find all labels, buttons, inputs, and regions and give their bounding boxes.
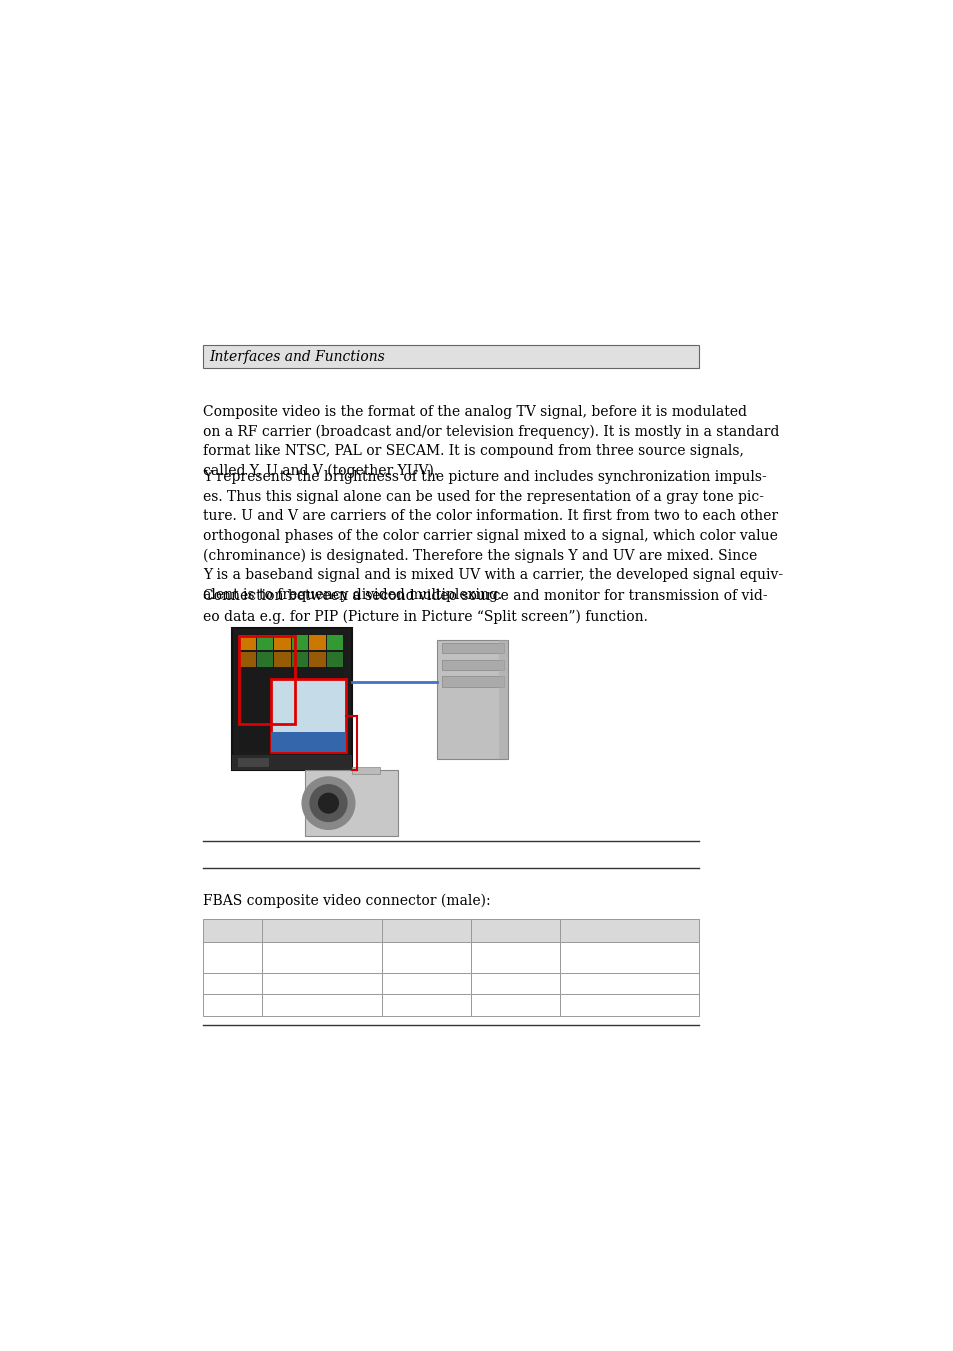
Bar <box>309 635 325 650</box>
Bar <box>271 680 345 753</box>
Bar <box>381 994 470 1016</box>
Bar <box>256 653 274 666</box>
Bar <box>470 973 559 994</box>
Bar <box>232 755 352 770</box>
Bar <box>436 639 508 759</box>
Bar <box>559 919 699 942</box>
Bar <box>203 994 262 1016</box>
Bar <box>203 919 262 942</box>
Bar <box>441 659 503 670</box>
Bar <box>381 919 470 942</box>
Text: Connection between a second video source and monitor for transmission of vid-
eo: Connection between a second video source… <box>203 589 767 624</box>
Circle shape <box>310 785 347 821</box>
Bar <box>305 770 397 836</box>
Bar <box>470 942 559 973</box>
Bar <box>262 973 381 994</box>
Bar <box>309 653 325 666</box>
Bar <box>203 346 699 367</box>
Bar <box>498 639 508 759</box>
Bar <box>262 919 381 942</box>
Bar <box>559 942 699 973</box>
Bar <box>203 942 262 973</box>
Bar <box>381 973 470 994</box>
Bar <box>559 973 699 994</box>
Bar <box>352 766 379 774</box>
Bar <box>470 919 559 942</box>
Bar <box>292 653 308 666</box>
Bar <box>237 758 269 767</box>
Bar <box>326 635 343 650</box>
Circle shape <box>302 777 355 830</box>
Text: Composite video is the format of the analog TV signal, before it is modulated
on: Composite video is the format of the ana… <box>203 405 779 478</box>
Bar <box>256 635 274 650</box>
Bar <box>292 635 308 650</box>
Bar <box>271 732 345 753</box>
Bar <box>239 634 344 754</box>
Bar <box>239 636 294 724</box>
Bar <box>239 635 255 650</box>
Bar <box>441 643 503 654</box>
Bar <box>232 628 352 770</box>
Bar <box>559 994 699 1016</box>
Bar <box>326 653 343 666</box>
Text: FBAS composite video connector (male):: FBAS composite video connector (male): <box>203 893 490 908</box>
Text: Interfaces and Functions: Interfaces and Functions <box>209 350 384 363</box>
Bar <box>262 994 381 1016</box>
Bar <box>239 653 255 666</box>
Bar <box>274 653 291 666</box>
Text: Y represents the brightness of the picture and includes synchronization impuls-
: Y represents the brightness of the pictu… <box>203 470 782 601</box>
Bar <box>262 942 381 973</box>
Bar <box>274 635 291 650</box>
Bar <box>381 942 470 973</box>
Bar <box>203 973 262 994</box>
Bar <box>470 994 559 1016</box>
Bar <box>441 677 503 688</box>
Circle shape <box>318 793 338 813</box>
